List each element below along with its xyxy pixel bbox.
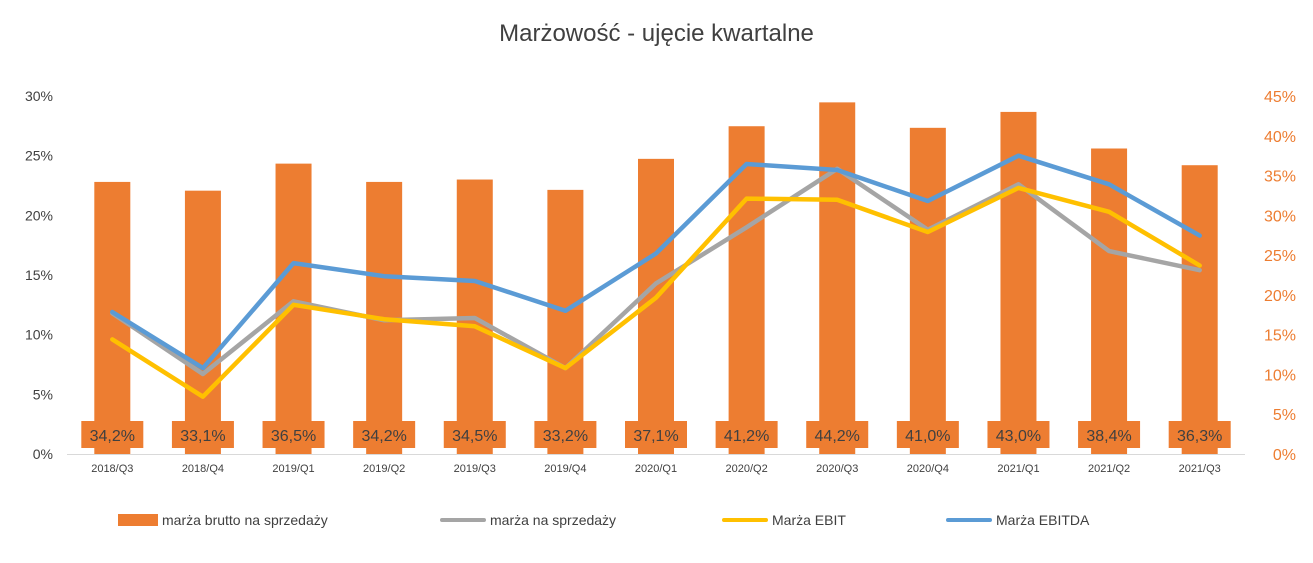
data-label-box — [1078, 421, 1141, 448]
data-label: 41,0% — [905, 428, 950, 445]
x-tick-label: 2020/Q1 — [635, 463, 677, 475]
x-tick-label: 2018/Q4 — [182, 463, 224, 475]
y-tick-label-left: 30% — [25, 88, 53, 104]
data-label-box — [987, 421, 1050, 448]
legend-item-ebitda-margin: Marża EBITDA — [946, 512, 1089, 528]
data-label: 33,2% — [543, 428, 588, 445]
data-label-box — [353, 421, 416, 448]
y-tick-label-left: 0% — [33, 446, 53, 462]
data-label-box — [625, 421, 687, 448]
x-tick-label: 2021/Q1 — [997, 463, 1039, 475]
legend-swatch-gross-margin — [118, 514, 158, 526]
y-tick-label-left: 10% — [25, 327, 53, 343]
data-label-box — [81, 421, 144, 448]
bar — [1091, 148, 1128, 455]
x-tick-label: 2021/Q2 — [1088, 463, 1130, 475]
data-label: 37,1% — [633, 428, 678, 445]
bar — [819, 102, 856, 454]
data-label: 34,2% — [361, 428, 406, 445]
data-label-box — [443, 421, 506, 448]
bar — [909, 127, 946, 455]
y-tick-label-right: 20% — [1264, 288, 1296, 305]
x-tick-label: 2019/Q2 — [363, 463, 405, 475]
y-tick-label-right: 15% — [1264, 328, 1296, 345]
x-tick-label: 2020/Q3 — [816, 463, 858, 475]
series-line — [110, 166, 1202, 377]
legend-label-ebitda-margin: Marża EBITDA — [996, 512, 1090, 528]
bar — [547, 189, 584, 454]
data-label: 38,4% — [1086, 428, 1131, 445]
y-tick-label-left: 15% — [25, 267, 53, 283]
data-label-box — [534, 421, 597, 448]
y-tick-label-right: 30% — [1264, 208, 1296, 225]
x-tick-label: 2020/Q2 — [726, 463, 768, 475]
y-tick-label-left: 5% — [33, 386, 53, 402]
legend-swatch-sales-margin — [440, 518, 486, 522]
y-tick-label-left: 25% — [25, 148, 53, 164]
data-label: 44,2% — [815, 428, 860, 445]
y-tick-label-right: 45% — [1264, 89, 1296, 106]
bar — [728, 126, 765, 454]
x-tick-label: 2020/Q4 — [907, 463, 949, 475]
data-label: 41,2% — [724, 428, 769, 445]
legend-label-ebit-margin: Marża EBIT — [772, 512, 846, 528]
x-tick-label: 2019/Q3 — [454, 463, 496, 475]
data-label-box — [806, 421, 869, 448]
y-tick-label-right: 10% — [1264, 367, 1296, 384]
data-label-box — [262, 421, 325, 448]
legend-swatch-ebit-margin — [722, 518, 768, 522]
data-label: 43,0% — [996, 428, 1041, 445]
x-tick-label: 2019/Q1 — [272, 463, 314, 475]
legend-item-ebit-margin: Marża EBIT — [722, 512, 846, 528]
data-label: 33,1% — [180, 428, 225, 445]
data-label: 34,2% — [90, 428, 135, 445]
x-tick-label: 2019/Q4 — [544, 463, 586, 475]
legend-item-gross-margin: marża brutto na sprzedaży — [118, 512, 328, 528]
legend-swatch-ebitda-margin — [946, 518, 992, 522]
y-tick-label-right: 0% — [1273, 447, 1296, 464]
data-label-box — [715, 421, 778, 448]
legend-item-sales-margin: marża na sprzedaży — [440, 512, 616, 528]
bar — [1000, 111, 1037, 455]
bar — [1181, 165, 1218, 455]
data-label: 36,3% — [1177, 428, 1222, 445]
series-line — [110, 185, 1202, 399]
chart-legend: marża brutto na sprzedaży marża na sprze… — [0, 512, 1313, 536]
data-label: 36,5% — [271, 428, 316, 445]
series-line — [110, 153, 1202, 371]
y-tick-label-left: 20% — [25, 207, 53, 223]
y-tick-label-right: 25% — [1264, 248, 1296, 265]
y-tick-label-right: 40% — [1264, 129, 1296, 146]
y-tick-label-right: 35% — [1264, 169, 1296, 186]
y-tick-label-right: 5% — [1273, 407, 1296, 424]
data-label: 34,5% — [452, 428, 497, 445]
data-label-box — [1168, 421, 1231, 448]
legend-label-sales-margin: marża na sprzedaży — [490, 512, 617, 528]
x-tick-label: 2018/Q3 — [91, 463, 133, 475]
bar — [184, 190, 221, 454]
chart-title: Marżowość - ujęcie kwartalne — [499, 20, 814, 47]
x-tick-label: 2021/Q3 — [1179, 463, 1221, 475]
chart-plot: 34,2% 33,1% 36,5% 34,2% 34,5% 33,2% 37,1% 41,2%… — [25, 88, 1296, 475]
legend-label-gross-margin: marża brutto na sprzedaży — [162, 512, 328, 528]
data-label-box — [171, 421, 234, 448]
data-label-box — [896, 421, 959, 448]
